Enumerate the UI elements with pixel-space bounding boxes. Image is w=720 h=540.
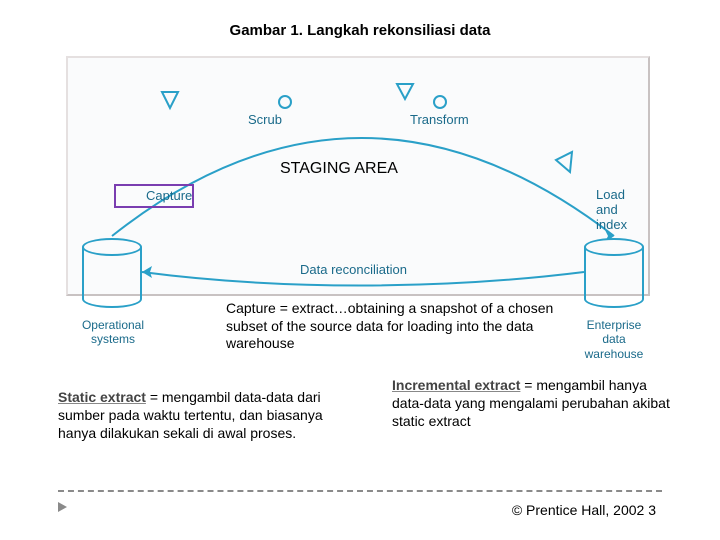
step-label-scrub: Scrub [248, 112, 282, 127]
label-data-reconciliation: Data reconciliation [300, 262, 407, 277]
cylinder-enterprise [584, 238, 644, 308]
step-label-load: Load and index [596, 188, 627, 233]
footer-arrow-icon [58, 502, 67, 512]
staging-area-label: STAGING AREA [280, 160, 398, 178]
term-incremental-extract: Incremental extract [392, 377, 520, 393]
cylinder-operational [82, 238, 142, 308]
label-operational-systems: Operationalsystems [66, 318, 160, 347]
footer-copyright: © Prentice Hall, 2002 3 [512, 502, 656, 518]
page-title: Gambar 1. Langkah rekonsiliasi data [0, 0, 720, 39]
step-label-capture: Capture [146, 188, 192, 203]
static-extract-text: Static extract = mengambil data-data dar… [58, 388, 348, 443]
capture-definition-text: Capture = extract…obtaining a snapshot o… [226, 300, 566, 353]
footer-divider [58, 490, 662, 492]
incremental-extract-text: Incremental extract = mengambil hanya da… [392, 376, 682, 431]
label-enterprise-dw: Enterprisedatawarehouse [562, 318, 666, 361]
term-static-extract: Static extract [58, 389, 146, 405]
step-label-transform: Transform [410, 112, 469, 127]
